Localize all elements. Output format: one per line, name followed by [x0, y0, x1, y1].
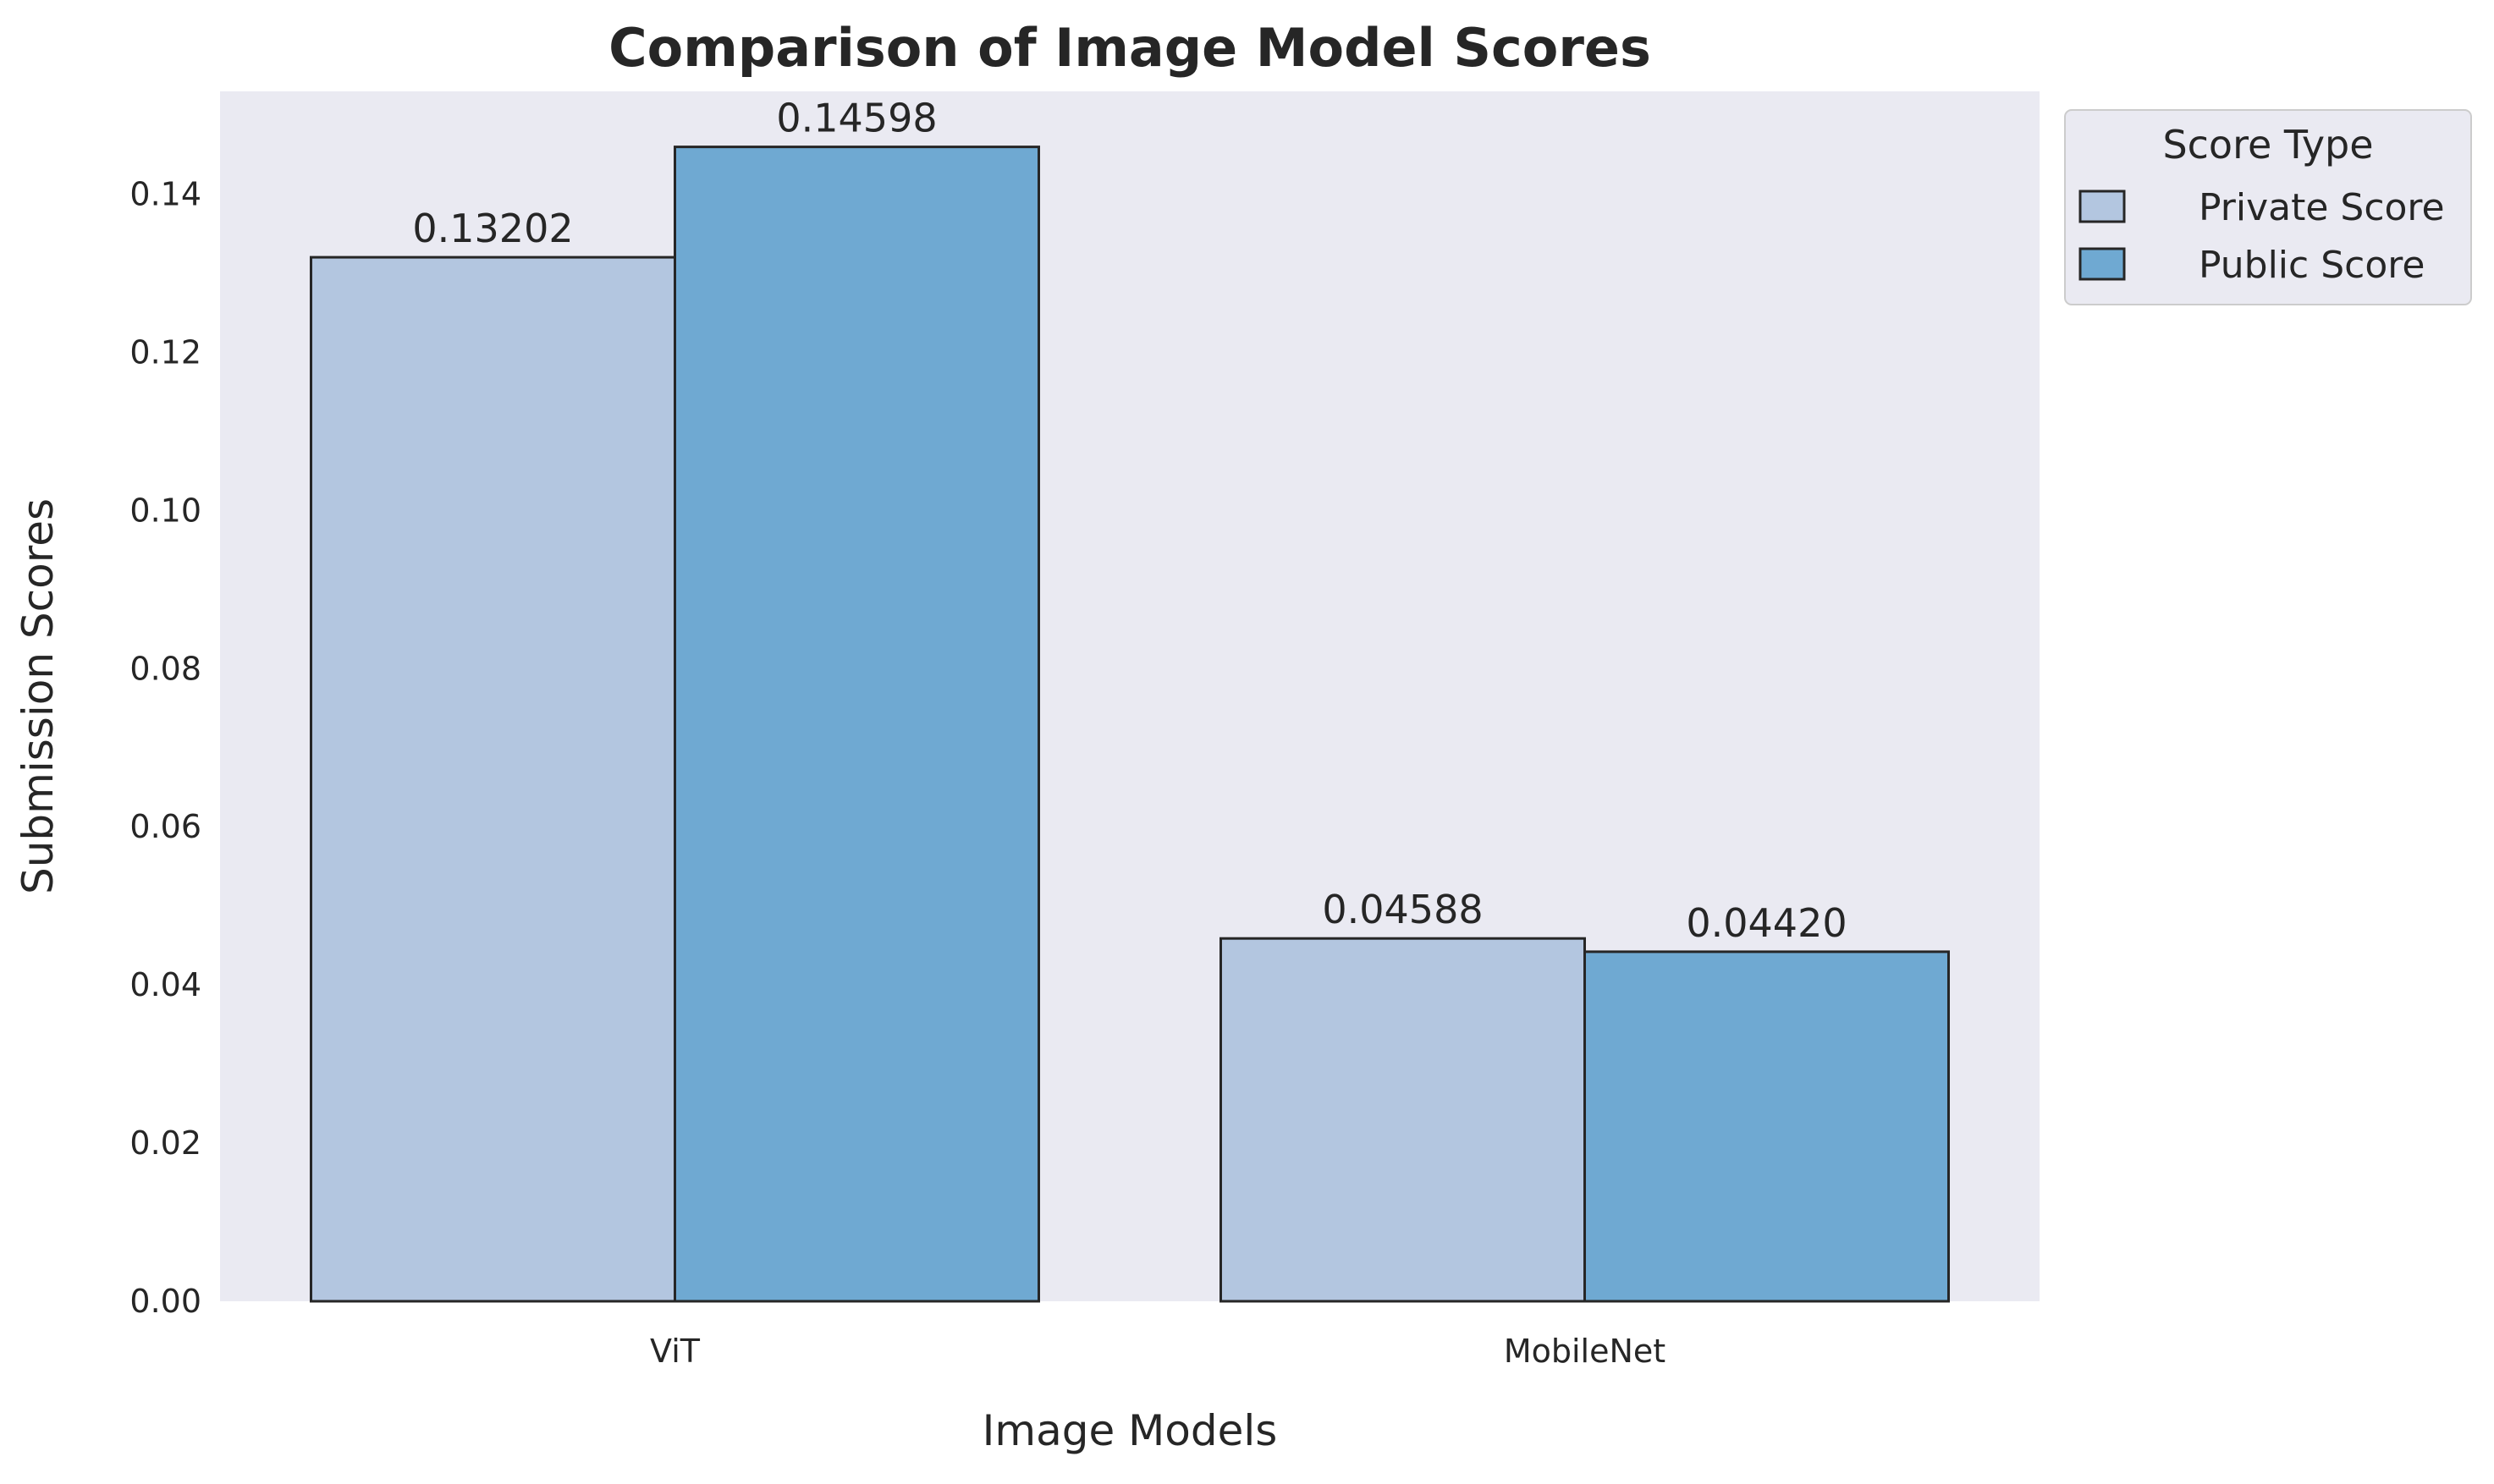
- bar-public-score-vit: [674, 146, 1040, 1303]
- y-axis-label: Submission Scores: [14, 498, 63, 894]
- bar-value-label: 0.04420: [1686, 900, 1847, 946]
- legend-label: Private Score: [2199, 186, 2445, 229]
- bar-private-score-vit: [310, 256, 676, 1303]
- legend-title: Score Type: [2162, 122, 2373, 168]
- x-tick-label: MobileNet: [1504, 1333, 1665, 1370]
- bar-value-label: 0.14598: [776, 96, 937, 141]
- y-tick-label: 0.06: [129, 808, 201, 845]
- legend-swatch: [2078, 247, 2126, 281]
- legend-swatch: [2078, 190, 2126, 223]
- y-tick-label: 0.12: [129, 333, 201, 371]
- bar-private-score-mobilenet: [1219, 937, 1586, 1303]
- y-ticks: 0.00 0.02 0.04 0.06 0.08 0.10 0.12 0.14: [129, 176, 201, 1320]
- bars-layer: [310, 146, 1950, 1303]
- y-tick-label: 0.08: [129, 650, 201, 687]
- legend: Score Type Private Score Public Score: [2064, 109, 2472, 305]
- chart-title: Comparison of Image Model Scores: [608, 17, 1651, 79]
- data-labels: 0.13202 0.04588 0.14598 0.04420: [412, 96, 1847, 946]
- y-tick-label: 0.10: [129, 492, 201, 529]
- legend-items: Private Score Public Score: [2078, 186, 2445, 287]
- x-axis-label: Image Models: [983, 1406, 1278, 1455]
- bar-public-score-mobilenet: [1583, 950, 1950, 1303]
- bar-value-label: 0.13202: [412, 206, 573, 251]
- y-tick-label: 0.00: [129, 1283, 201, 1320]
- legend-frame: [2064, 109, 2472, 305]
- legend-label: Public Score: [2199, 244, 2425, 287]
- y-tick-label: 0.14: [129, 176, 201, 213]
- bar-value-label: 0.04588: [1322, 887, 1483, 932]
- y-tick-label: 0.02: [129, 1124, 201, 1162]
- x-ticks: ViT MobileNet: [650, 1333, 1665, 1370]
- y-tick-label: 0.04: [129, 966, 201, 1003]
- x-tick-label: ViT: [650, 1333, 701, 1370]
